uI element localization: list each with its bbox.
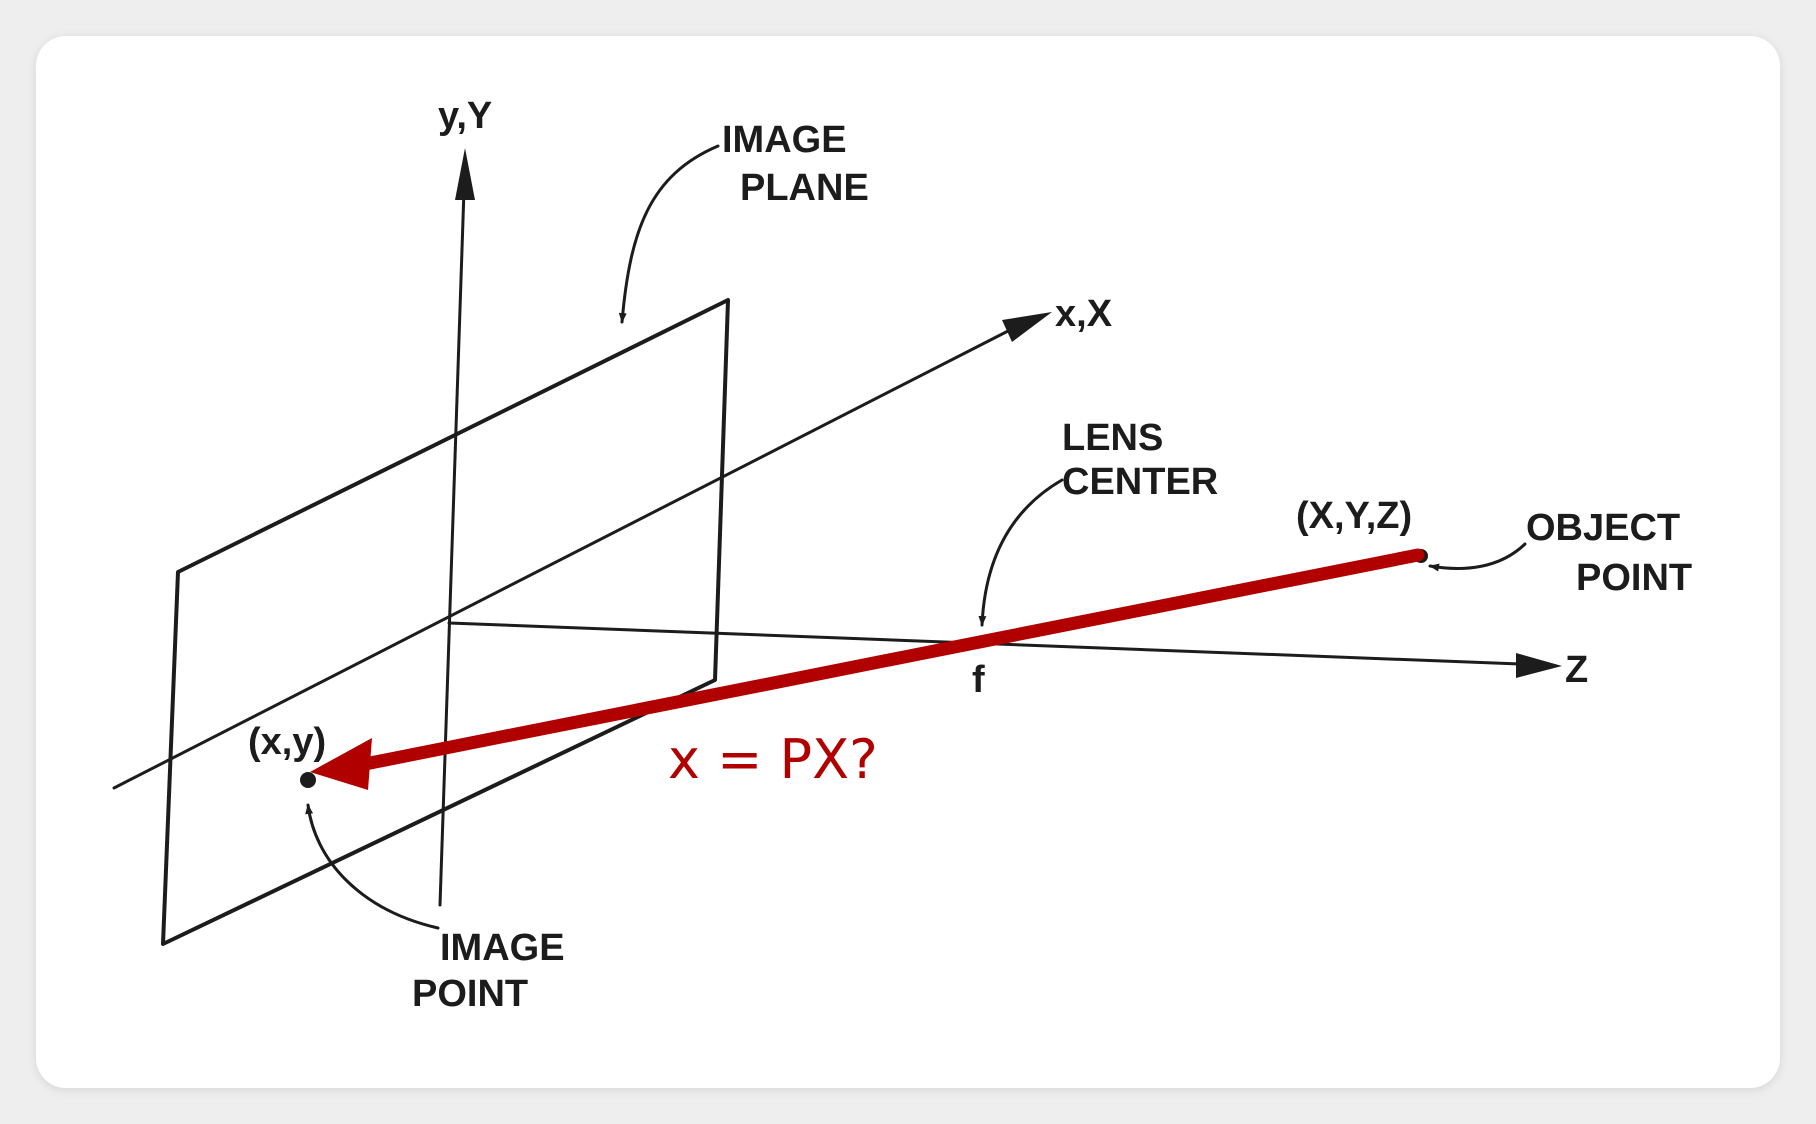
image-point-label-line2: POINT [412,973,528,1015]
image-point-label-line1: IMAGE [440,927,565,969]
y-axis-arrowhead [455,148,475,200]
object-coords-label: (X,Y,Z) [1296,495,1412,537]
projection-arrowhead [310,738,372,790]
diagram-card [36,36,1780,1088]
y-axis [438,158,467,907]
lens-center-label-line2: CENTER [1062,461,1218,503]
lens-center-leader [978,478,1064,627]
x-axis-label: x,X [1055,293,1113,335]
z-axis-arrowhead [1516,653,1562,678]
y-axis-label: y,Y [438,95,492,137]
focal-length-label: f [972,659,985,701]
x-axis [112,328,1012,790]
image-plane-label-line2: PLANE [740,167,869,209]
x-axis-arrowhead [1002,312,1052,342]
projection-arrow [348,548,1425,773]
projection-equation: x = PX? [668,728,878,791]
object-point-label-line1: OBJECT [1526,507,1680,549]
image-coords-label: (x,y) [248,721,326,763]
image-point-leader [305,803,440,930]
object-point-label-line2: POINT [1576,557,1692,599]
image-point-dot [300,772,316,788]
image-plane [161,298,730,946]
object-point-leader [1428,542,1527,572]
image-plane-leader [618,144,720,324]
lens-center-label-line1: LENS [1062,417,1163,459]
image-plane-label-line1: IMAGE [722,119,847,161]
z-axis-label: Z [1565,649,1588,691]
